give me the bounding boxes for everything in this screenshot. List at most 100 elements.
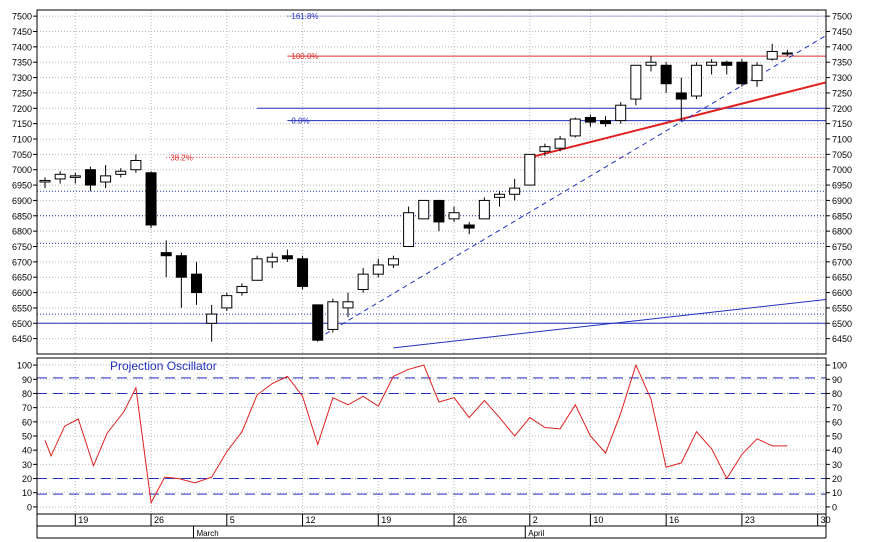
osc-tick-label-right: 10 (832, 488, 842, 498)
candle-body (115, 170, 127, 175)
price-tick-label-left: 7350 (12, 58, 32, 68)
candle (281, 249, 293, 262)
price-tick-label-left: 6650 (12, 273, 32, 283)
candle-body (781, 52, 793, 55)
candle (221, 292, 233, 311)
date-tick-label: 26 (457, 515, 467, 525)
price-tick-label-left: 6900 (12, 196, 32, 206)
candle-body (509, 187, 521, 195)
candle (736, 59, 748, 87)
date-tick-label: 19 (381, 515, 391, 525)
price-tick-label-left: 6700 (12, 257, 32, 267)
price-tick-label-left: 7050 (12, 150, 32, 160)
level-label: 100.0% (291, 52, 318, 61)
price-frame (36, 9, 827, 355)
date-axis: 19 26 5 12 19 26 2 10 16 23 30 March April (36, 514, 831, 539)
candle-body (675, 92, 687, 100)
price-tick-label-right: 6800 (832, 227, 852, 237)
candle-body (312, 304, 324, 341)
price-tick-label-left: 6500 (12, 319, 32, 329)
candle-body (84, 169, 96, 186)
price-tick-label-right: 6600 (832, 288, 852, 298)
candle-body (372, 264, 384, 275)
price-tick-label-right: 7300 (832, 73, 852, 83)
candle (312, 304, 324, 342)
candle (675, 77, 687, 121)
candle-body (160, 252, 172, 257)
osc-tick-label-right: 70 (832, 403, 842, 413)
candle-body (251, 258, 263, 281)
price-tick-label-right: 7350 (832, 58, 852, 68)
candle (175, 252, 187, 308)
candle (387, 255, 399, 268)
candle (297, 255, 309, 290)
date-tick-label: 12 (306, 515, 316, 525)
candle-body (524, 153, 536, 186)
candle-body (206, 313, 218, 324)
candle-body (236, 285, 248, 294)
candle (600, 115, 612, 127)
date-tick-label: 16 (669, 515, 679, 525)
price-tick-label-left: 6800 (12, 227, 32, 237)
candle-body (39, 179, 51, 183)
candle (403, 206, 415, 247)
price-tick-label-right: 6850 (832, 211, 852, 221)
candle-body (751, 64, 763, 82)
candle-body (584, 117, 596, 123)
osc-tick-label-left: 20 (22, 474, 32, 484)
candle-body (615, 104, 627, 122)
candle-body (54, 173, 66, 180)
price-tick-label-left: 7150 (12, 119, 32, 129)
osc-tick-label-right: 50 (832, 432, 842, 442)
candle-body (766, 50, 778, 60)
candle-body (569, 118, 581, 137)
candle-body (281, 255, 293, 260)
date-tick-label: 30 (821, 515, 831, 525)
candle-body (660, 64, 672, 85)
candle (69, 172, 81, 184)
price-tick-label-left: 6450 (12, 334, 32, 344)
date-tick-label: 2 (533, 515, 538, 525)
osc-tick-label-left: 80 (22, 389, 32, 399)
price-tick-label-right: 6700 (832, 257, 852, 267)
price-tick-label-left: 7250 (12, 88, 32, 98)
candle-body (418, 199, 430, 220)
candle (84, 166, 96, 192)
candle-body (221, 295, 233, 309)
candle-body (191, 273, 202, 294)
candle-body (554, 138, 566, 149)
candle-body (100, 175, 112, 183)
candle (539, 143, 551, 156)
price-tick-label-left: 7400 (12, 42, 32, 52)
osc-plot-area (37, 363, 826, 505)
candle (509, 178, 521, 201)
oscillator-line (44, 363, 788, 505)
candle-body (690, 64, 702, 97)
candle-body (145, 172, 157, 226)
candle (448, 206, 460, 222)
candle (615, 102, 627, 124)
candle (660, 62, 672, 93)
price-tick-label-right: 7450 (832, 27, 852, 37)
price-tick-label-right: 7100 (832, 135, 852, 145)
candle-body (387, 258, 399, 266)
osc-tick-label-right: 80 (832, 389, 842, 399)
osc-tick-label-right: 20 (832, 474, 842, 484)
candle (100, 165, 112, 189)
price-tick-label-left: 6550 (12, 303, 32, 313)
candle-body (539, 146, 551, 152)
candle-body (130, 160, 142, 171)
price-tick-label-right: 7000 (832, 165, 852, 175)
candle-body (706, 61, 718, 66)
osc-tick-label-right: 40 (832, 446, 842, 456)
candle (630, 64, 642, 106)
candle (645, 56, 657, 72)
price-tick-label-left: 7300 (12, 73, 32, 83)
candle (751, 62, 763, 87)
candle-body (630, 64, 642, 100)
date-tick-label: 19 (78, 515, 88, 525)
price-panel: 6450 6450 6500 6500 6550 6550 6600 6600 6650 6650… (12, 9, 852, 355)
date-tick-label: 23 (745, 515, 755, 525)
candle (524, 153, 536, 186)
